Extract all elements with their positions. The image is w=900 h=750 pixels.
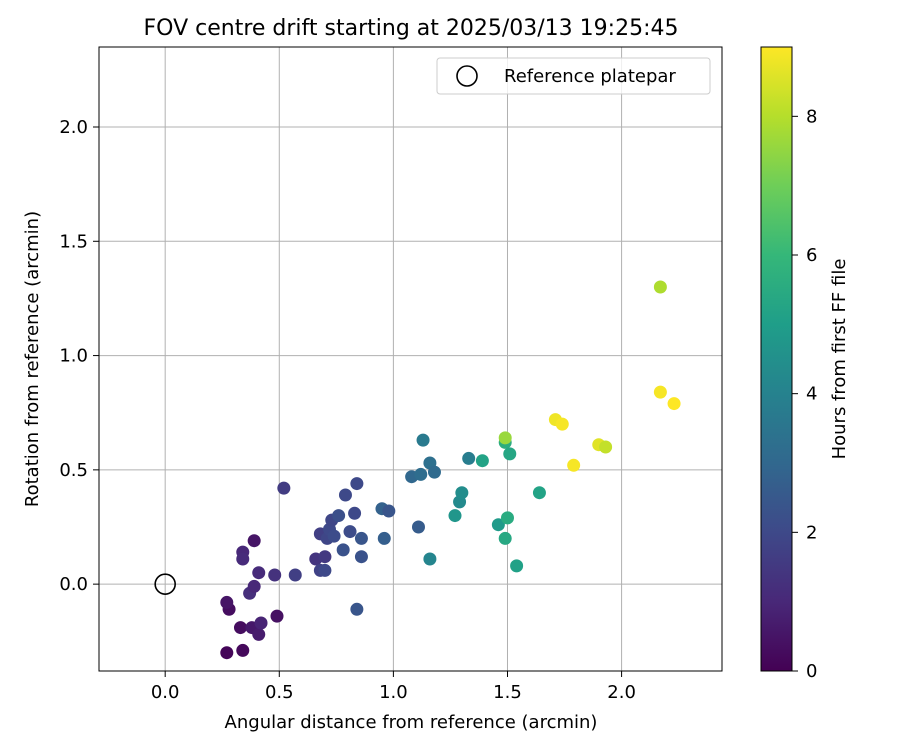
data-point bbox=[448, 509, 462, 523]
data-point bbox=[350, 477, 364, 491]
legend: Reference platepar bbox=[436, 57, 711, 95]
data-point bbox=[236, 643, 250, 657]
colorbar-tick-label: 2 bbox=[806, 522, 817, 543]
reference-point bbox=[154, 573, 176, 595]
data-point bbox=[382, 504, 396, 518]
data-point bbox=[653, 280, 667, 294]
data-point bbox=[252, 566, 266, 580]
y-tick-label: 0.0 bbox=[59, 574, 88, 595]
colorbar-ticks: 0 2 4 6 8 bbox=[792, 106, 817, 682]
data-point bbox=[247, 579, 261, 593]
data-point bbox=[318, 563, 332, 577]
data-point bbox=[555, 417, 569, 431]
y-tick-label: 1.5 bbox=[59, 231, 88, 252]
data-point bbox=[348, 506, 362, 520]
x-tick-label: 0.5 bbox=[265, 682, 294, 703]
data-point bbox=[254, 616, 268, 630]
colorbar-tick-label: 8 bbox=[806, 106, 817, 127]
data-point bbox=[510, 559, 524, 573]
plot-background bbox=[99, 47, 722, 671]
data-point bbox=[416, 433, 430, 447]
data-point bbox=[332, 509, 346, 523]
data-point bbox=[653, 385, 667, 399]
data-point bbox=[475, 454, 489, 468]
colorbar-frame bbox=[760, 46, 793, 672]
data-point bbox=[354, 531, 368, 545]
x-tick-label: 2.0 bbox=[607, 682, 636, 703]
legend-reference-marker bbox=[456, 65, 478, 87]
plot-frame bbox=[98, 46, 723, 672]
data-point bbox=[338, 488, 352, 502]
colorbar-gradient bbox=[761, 47, 792, 671]
y-tick-label: 2.0 bbox=[59, 117, 88, 138]
data-point bbox=[327, 529, 341, 543]
y-axis-ticks: 0.0 0.5 1.0 1.5 2.0 bbox=[59, 117, 99, 595]
data-point bbox=[567, 458, 581, 472]
x-axis-ticks: 0.0 0.5 1.0 1.5 2.0 bbox=[151, 671, 636, 703]
grid bbox=[99, 47, 722, 671]
data-point bbox=[411, 520, 425, 534]
data-point bbox=[599, 440, 613, 454]
colorbar-tick-label: 6 bbox=[806, 245, 817, 266]
colorbar-tick-label: 0 bbox=[806, 661, 817, 682]
x-tick-label: 1.5 bbox=[493, 682, 522, 703]
data-point bbox=[503, 447, 517, 461]
colorbar-tick-label: 4 bbox=[806, 384, 817, 405]
data-point bbox=[491, 518, 505, 532]
data-point bbox=[427, 465, 441, 479]
data-point bbox=[318, 550, 332, 564]
reference-platepar-marker bbox=[154, 573, 176, 595]
data-point bbox=[252, 627, 266, 641]
data-point bbox=[277, 481, 291, 495]
data-point bbox=[354, 550, 368, 564]
data-point bbox=[350, 602, 364, 616]
data-point bbox=[233, 621, 247, 635]
chart-title: FOV centre drift starting at 2025/03/13 … bbox=[144, 16, 679, 41]
data-point bbox=[343, 525, 357, 539]
data-points bbox=[220, 280, 681, 660]
y-tick-label: 1.0 bbox=[59, 346, 88, 367]
data-point bbox=[455, 486, 469, 500]
colorbar-label: Hours from first FF file bbox=[829, 259, 850, 460]
data-point bbox=[667, 397, 681, 411]
data-point bbox=[423, 552, 437, 566]
data-point bbox=[498, 531, 512, 545]
legend-box bbox=[436, 57, 711, 95]
data-point bbox=[220, 595, 234, 609]
data-point bbox=[532, 486, 546, 500]
data-point bbox=[377, 531, 391, 545]
data-point bbox=[288, 568, 302, 582]
data-point bbox=[414, 467, 428, 481]
data-point bbox=[498, 431, 512, 445]
plot-area: 0.0 0.5 1.0 1.5 2.0 0.0 0.5 1.0 1.5 2.0 bbox=[59, 46, 723, 703]
x-tick-label: 0.0 bbox=[151, 682, 180, 703]
data-point bbox=[462, 451, 476, 465]
data-point bbox=[220, 646, 234, 660]
y-tick-label: 0.5 bbox=[59, 460, 88, 481]
x-tick-label: 1.0 bbox=[379, 682, 408, 703]
data-point bbox=[247, 534, 261, 548]
data-point bbox=[268, 568, 282, 582]
y-axis-label: Rotation from reference (arcmin) bbox=[22, 211, 43, 507]
data-point bbox=[500, 511, 514, 525]
legend-entry-reference: Reference platepar bbox=[504, 66, 676, 87]
data-point bbox=[236, 552, 250, 566]
data-point bbox=[270, 609, 284, 623]
data-point bbox=[336, 543, 350, 557]
x-axis-label: Angular distance from reference (arcmin) bbox=[225, 712, 598, 733]
colorbar: 0 2 4 6 8 Hours from first FF file bbox=[760, 46, 850, 682]
